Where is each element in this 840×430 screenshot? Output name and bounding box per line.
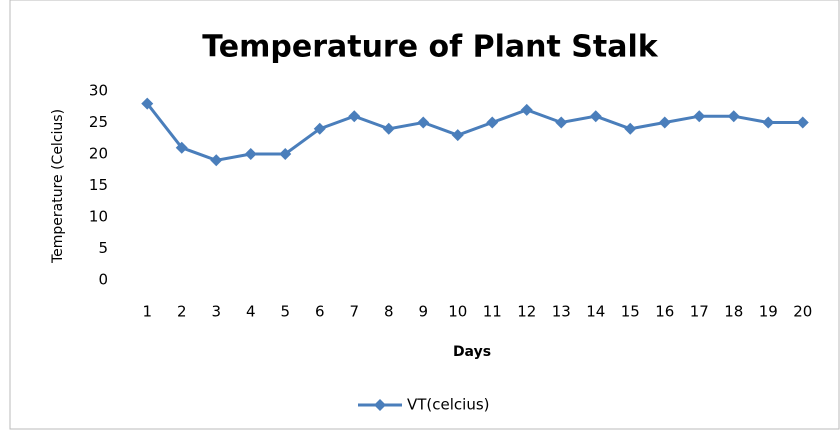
data-point (658, 116, 671, 129)
data-point (693, 110, 706, 123)
data-point (727, 110, 740, 123)
x-tick-label: 10 (448, 303, 467, 321)
data-point (589, 110, 602, 123)
chart-title: Temperature of Plant Stalk (202, 30, 658, 65)
data-point (417, 116, 430, 129)
y-tick-label: 30 (89, 82, 108, 100)
data-point (762, 116, 775, 129)
data-point (244, 148, 257, 160)
x-tick-label: 16 (655, 303, 674, 321)
x-axis-label: Days (453, 344, 491, 360)
legend-label: VT(celcius) (407, 396, 490, 414)
data-point (486, 116, 499, 129)
y-axis-label: Temperature (Celcius) (50, 109, 66, 264)
x-tick-label: 3 (211, 303, 221, 321)
x-tick-label: 13 (552, 303, 571, 321)
x-tick-label: 6 (315, 303, 325, 321)
x-tick-label: 14 (586, 303, 605, 321)
x-tick-label: 7 (349, 303, 359, 321)
data-point (555, 116, 568, 129)
x-tick-label: 11 (483, 303, 502, 321)
data-point (210, 154, 223, 167)
y-tick-label: 25 (89, 113, 108, 131)
data-point (313, 122, 326, 135)
data-point (520, 103, 533, 116)
legend-marker (374, 399, 386, 411)
data-point (279, 148, 292, 160)
x-tick-label: 18 (724, 303, 743, 321)
chart-frame (9, 0, 840, 430)
y-tick-label: 10 (89, 208, 108, 226)
data-point (141, 97, 154, 110)
x-tick-label: 4 (246, 303, 256, 321)
data-point (624, 122, 637, 135)
x-tick-label: 19 (759, 303, 778, 321)
x-tick-label: 2 (177, 303, 187, 321)
y-tick-label: 20 (89, 145, 108, 163)
data-point (796, 116, 809, 129)
x-tick-label: 1 (142, 303, 152, 321)
data-point (451, 129, 464, 142)
data-point (382, 122, 395, 135)
x-tick-label: 15 (621, 303, 640, 321)
y-tick-label: 5 (98, 239, 108, 257)
data-point (348, 110, 361, 123)
x-tick-label: 9 (418, 303, 428, 321)
x-tick-label: 12 (517, 303, 536, 321)
x-tick-label: 5 (280, 303, 290, 321)
x-tick-label: 17 (690, 303, 709, 321)
y-tick-label: 15 (89, 176, 108, 194)
x-tick-label: 20 (793, 303, 812, 321)
y-tick-label: 0 (98, 271, 108, 289)
x-tick-label: 8 (384, 303, 394, 321)
data-point (175, 141, 188, 154)
